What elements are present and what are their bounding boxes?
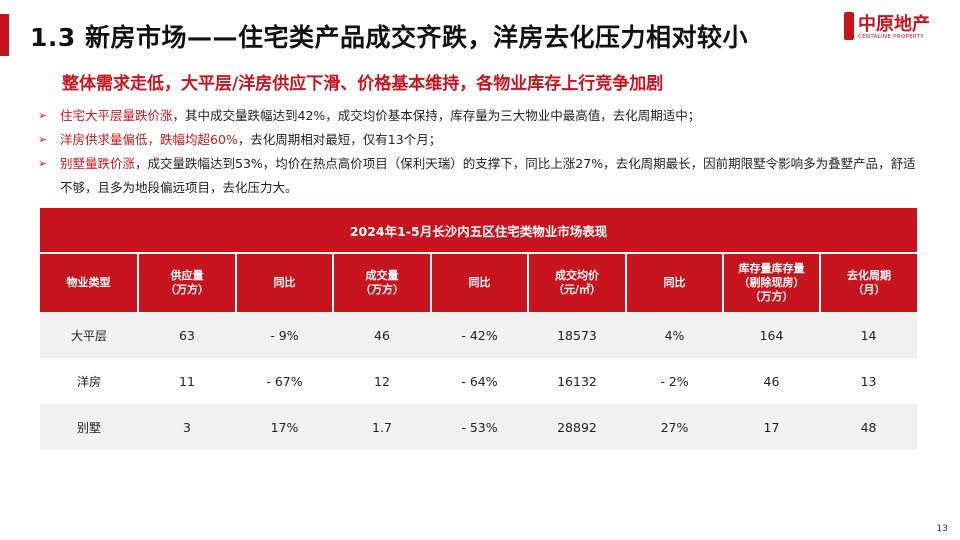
centaline-logo: 中原地产 CENTALINE PROPERTY: [844, 10, 944, 46]
cell-inventory: 164: [723, 312, 820, 358]
table-header-row: 物业类型 供应量 （万方） 同比 成交量 （万方） 同比 成交均价 （元/㎡） 同比 …: [40, 253, 918, 312]
cell-price: 16132: [528, 358, 626, 404]
cell-deal-yoy: - 64%: [431, 358, 528, 404]
cell-cycle: 13: [820, 358, 918, 404]
page-title: 1.3 新房市场——住宅类产品成交齐跌，洋房去化压力相对较小: [30, 23, 748, 52]
logo-seal-icon: [844, 12, 854, 40]
logo-subtext: CENTALINE PROPERTY: [858, 34, 924, 40]
market-performance-table: 2024年1-5月长沙内五区住宅类物业市场表现 物业类型 供应量 （万方） 同比 …: [40, 208, 918, 450]
arrow-bullet-icon: ➢: [38, 109, 48, 122]
section-subtitle: 整体需求走低，大平层/洋房供应下滑、价格基本维持，各物业库存上行竞争加剧: [62, 74, 664, 94]
col-header-cycle: 去化周期 （月）: [820, 253, 918, 312]
page-number: 13: [936, 524, 948, 534]
col-header-type: 物业类型: [40, 253, 139, 312]
cell-price-yoy: 27%: [626, 404, 723, 450]
col-header-price-yoy: 同比: [626, 253, 724, 312]
cell-supply-yoy: - 9%: [236, 312, 333, 358]
bullet-text: ，成交量跌幅达到53%，均价在热点高价项目（保利天瑞）的支撑下，同比上涨27%，…: [60, 156, 916, 195]
cell-inventory: 17: [723, 404, 820, 450]
cell-cycle: 14: [820, 312, 918, 358]
cell-supply: 11: [138, 358, 236, 404]
cell-inventory: 46: [723, 358, 820, 404]
cell-price: 28892: [528, 404, 626, 450]
table-row: 别墅 3 17% 1.7 - 53% 28892 27% 17 48: [40, 404, 918, 450]
cell-deal: 1.7: [333, 404, 431, 450]
col-header-deal-yoy: 同比: [431, 253, 529, 312]
col-header-supply-yoy: 同比: [236, 253, 334, 312]
cell-cycle: 48: [820, 404, 918, 450]
bullet-highlight: 住宅大平层量跌价涨: [60, 108, 173, 123]
cell-deal-yoy: - 42%: [431, 312, 528, 358]
table-row: 大平层 63 - 9% 46 - 42% 18573 4% 164 14: [40, 312, 918, 358]
cell-price: 18573: [528, 312, 626, 358]
bullet-text: ，其中成交量跌幅达到42%，成交均价基本保持，库存量为三大物业中最高值，去化周期…: [172, 108, 701, 123]
cell-type: 大平层: [40, 312, 138, 358]
col-header-price: 成交均价 （元/㎡）: [528, 253, 627, 312]
cell-type: 别墅: [40, 404, 138, 450]
col-header-deal: 成交量 （万方）: [333, 253, 432, 312]
bullet-highlight: 别墅量跌价涨: [60, 156, 136, 171]
col-header-inventory: 库存量库存量 （剔除现房） （万方）: [723, 253, 821, 312]
bullet-text: ，去化周期相对最短，仅有13个月；: [237, 132, 442, 147]
cell-supply-yoy: - 67%: [236, 358, 333, 404]
cell-supply: 63: [138, 312, 236, 358]
bullet-list: ➢ 住宅大平层量跌价涨，其中成交量跌幅达到42%，成交均价基本保持，库存量为三大…: [38, 104, 918, 200]
bullet-item: ➢ 别墅量跌价涨，成交量跌幅达到53%，均价在热点高价项目（保利天瑞）的支撑下，…: [38, 152, 918, 200]
col-header-supply: 供应量 （万方）: [138, 253, 237, 312]
cell-supply-yoy: 17%: [236, 404, 333, 450]
table-row: 洋房 11 - 67% 12 - 64% 16132 - 2% 46 13: [40, 358, 918, 404]
cell-price-yoy: - 2%: [626, 358, 723, 404]
logo-text: 中原地产: [858, 14, 930, 35]
bullet-item: ➢ 洋房供求量偏低，跌幅均超60%，去化周期相对最短，仅有13个月；: [38, 128, 918, 152]
bullet-item: ➢ 住宅大平层量跌价涨，其中成交量跌幅达到42%，成交均价基本保持，库存量为三大…: [38, 104, 918, 128]
cell-deal-yoy: - 53%: [431, 404, 528, 450]
arrow-bullet-icon: ➢: [38, 133, 48, 146]
cell-supply: 3: [138, 404, 236, 450]
cell-price-yoy: 4%: [626, 312, 723, 358]
cell-deal: 12: [333, 358, 431, 404]
arrow-bullet-icon: ➢: [38, 157, 48, 170]
bullet-highlight: 洋房供求量偏低，跌幅均超60%: [60, 132, 238, 147]
cell-deal: 46: [333, 312, 431, 358]
table-caption: 2024年1-5月长沙内五区住宅类物业市场表现: [40, 208, 918, 254]
cell-type: 洋房: [40, 358, 138, 404]
title-accent-bar: [0, 14, 9, 56]
